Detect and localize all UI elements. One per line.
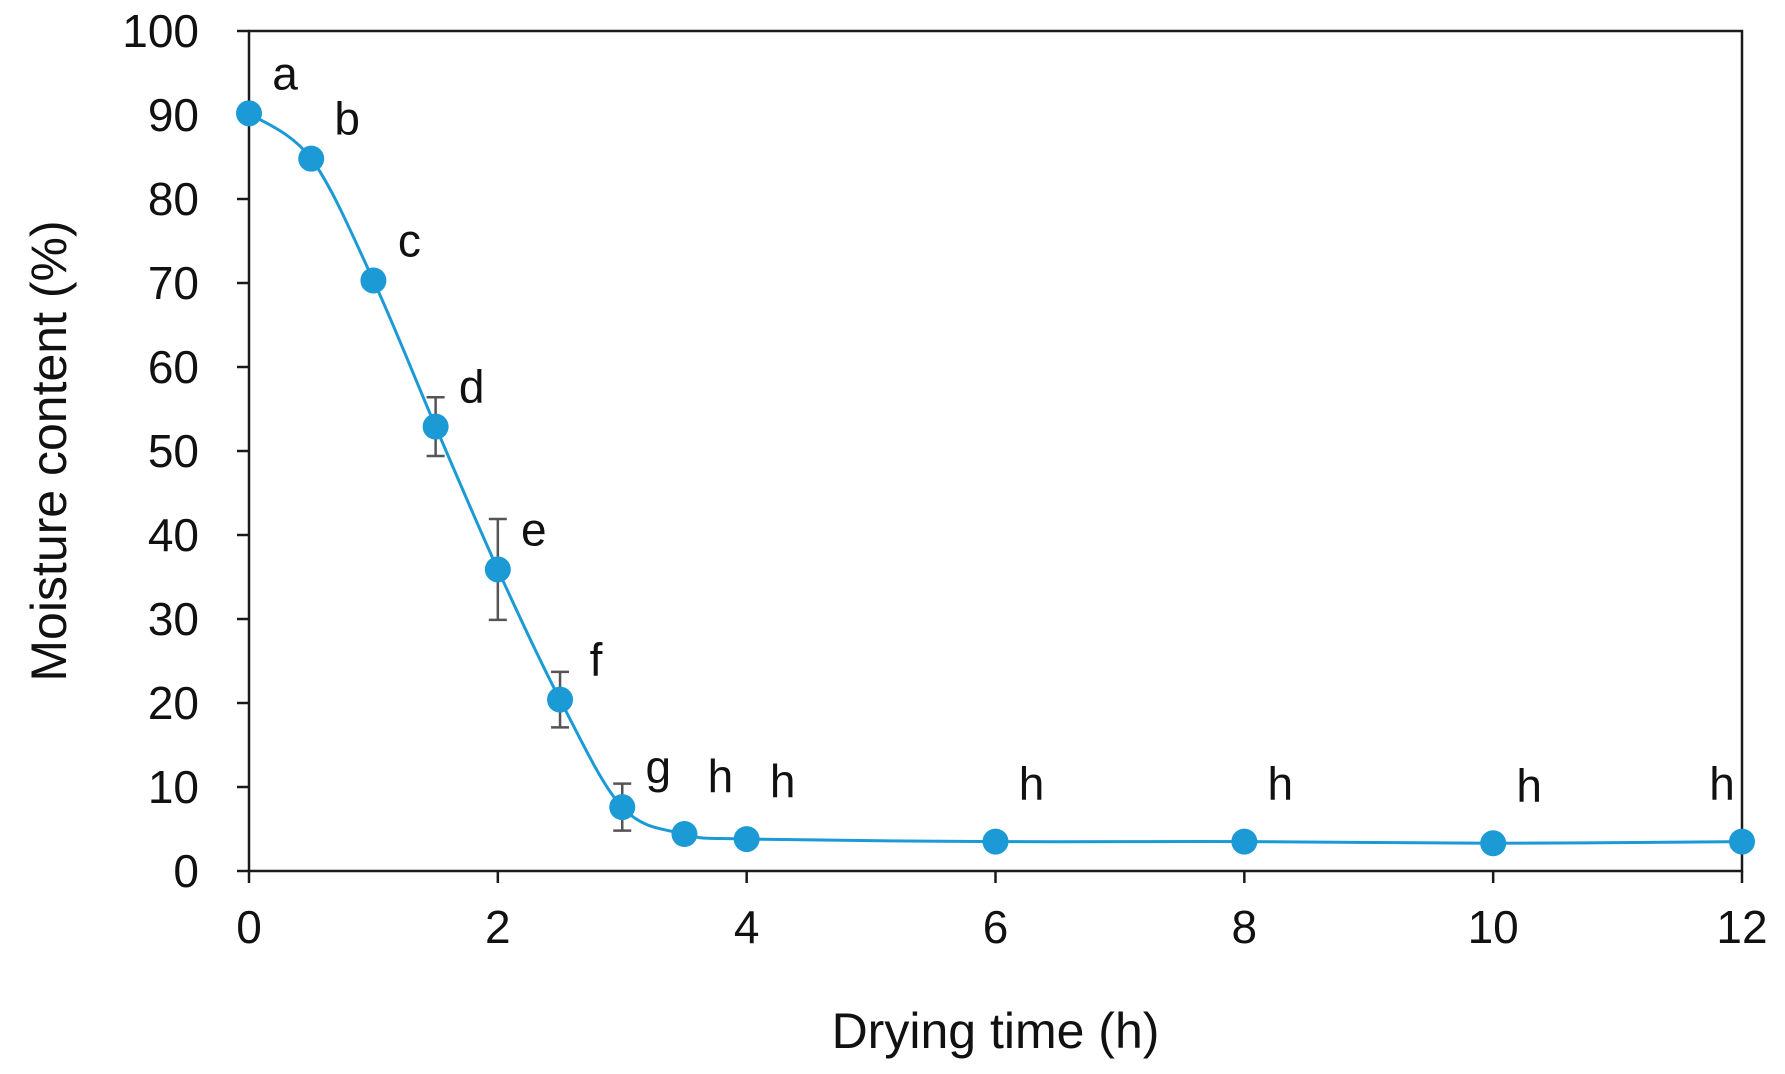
point-letter-label: e: [521, 503, 547, 555]
y-tick-label: 70: [148, 257, 199, 309]
x-tick-label: 2: [485, 901, 511, 953]
point-letter-label: g: [645, 741, 671, 793]
point-letter-label: d: [459, 361, 485, 413]
data-point: [1480, 830, 1507, 857]
data-point-markers: [236, 100, 1755, 857]
data-point: [547, 686, 574, 713]
y-tick-label: 80: [148, 173, 199, 225]
x-tick-label: 6: [983, 901, 1009, 953]
data-point: [422, 413, 449, 440]
y-tick-label: 50: [148, 425, 199, 477]
data-point: [236, 100, 262, 127]
y-tick-label: 30: [148, 593, 199, 645]
point-letter-label: h: [1709, 758, 1735, 810]
data-point: [982, 828, 1009, 855]
x-tick-label: 12: [1716, 901, 1767, 953]
point-letter-label: h: [1019, 758, 1045, 810]
y-tick-label: 10: [148, 761, 199, 813]
y-tick-label: 100: [122, 5, 199, 57]
point-letter-label: a: [272, 47, 298, 99]
data-point: [671, 821, 698, 848]
y-tick-label: 60: [148, 341, 199, 393]
x-axis-title: Drying time (h): [832, 1003, 1160, 1059]
data-point: [1729, 828, 1755, 855]
x-tick-label: 8: [1232, 901, 1258, 953]
x-axis-ticks: 0 2 4 6 8 10 12: [236, 871, 1768, 953]
point-letter-label: f: [590, 634, 603, 686]
data-point: [360, 267, 387, 294]
data-point: [1231, 828, 1258, 855]
point-letter-label: c: [398, 214, 421, 266]
y-tick-label: 40: [148, 509, 199, 561]
data-point: [298, 145, 325, 172]
point-letter-label: h: [1268, 758, 1294, 810]
point-letter-label: h: [708, 750, 734, 802]
x-tick-label: 0: [236, 901, 262, 953]
y-tick-label: 20: [148, 677, 199, 729]
point-letter-label: b: [334, 93, 360, 145]
data-point: [733, 826, 760, 853]
y-axis-title: Moisture content (%): [21, 220, 77, 681]
y-tick-label: 0: [173, 845, 199, 897]
y-axis-ticks: 0 10 20 30 40 50 60 70 80 90 100: [122, 5, 249, 897]
point-letter-label: h: [1516, 759, 1542, 811]
series-line: [248, 112, 1743, 845]
y-tick-label: 90: [148, 89, 199, 141]
x-tick-label: 4: [734, 901, 760, 953]
point-letter-label: h: [770, 755, 796, 807]
data-point: [609, 794, 636, 821]
data-point: [484, 556, 511, 583]
x-tick-label: 10: [1468, 901, 1519, 953]
